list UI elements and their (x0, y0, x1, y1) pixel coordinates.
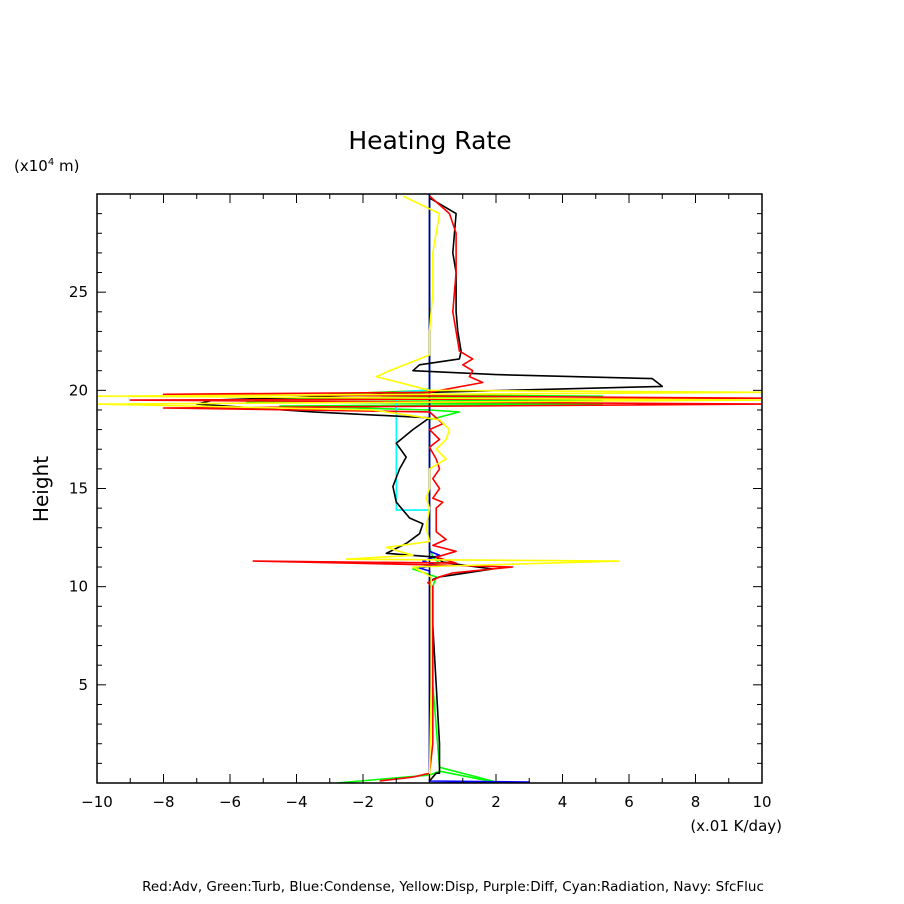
x-tick-label: −8 (152, 793, 174, 811)
x-tick-label: 8 (691, 793, 701, 811)
series-layer (97, 194, 762, 783)
y-unit-exponent: 4 (48, 157, 54, 168)
y-tick-label: 5 (78, 676, 88, 694)
y-tick-label: 25 (69, 283, 88, 301)
chart-title: Heating Rate (348, 126, 511, 155)
x-tick-label: −6 (219, 793, 241, 811)
y-tick-label: 15 (69, 480, 88, 498)
x-tick-label: 10 (752, 793, 771, 811)
x-tick-label: 2 (491, 793, 501, 811)
tick-labels: −10 −8 −6 −4 −2 0 2 4 6 8 10 5 10 15 20 25 (69, 283, 772, 811)
x-tick-label: −4 (285, 793, 307, 811)
plot-frame (96, 193, 763, 784)
x-tick-label: −2 (352, 793, 374, 811)
ticks-layer (96, 194, 763, 783)
series-line-turb (245, 194, 604, 783)
y-tick-label: 20 (69, 381, 88, 399)
series-line-disp (97, 195, 762, 780)
x-tick-label: −10 (81, 793, 113, 811)
x-tick-label: 0 (425, 793, 435, 811)
x-axis-label: (x.01 K/day) (690, 817, 782, 835)
series-line-adv (129, 195, 762, 782)
y-tick-label: 10 (69, 578, 88, 596)
y-axis-label: Height (29, 456, 53, 522)
y-unit-label: (x104 m) (14, 157, 79, 175)
series-line-total (196, 197, 664, 782)
y-unit-suffix: m) (54, 157, 79, 175)
y-unit-prefix: (x10 (14, 157, 48, 175)
x-tick-label: 4 (558, 793, 568, 811)
legend-caption: Red:Adv, Green:Turb, Blue:Condense, Yell… (142, 879, 764, 895)
x-tick-label: 6 (624, 793, 634, 811)
